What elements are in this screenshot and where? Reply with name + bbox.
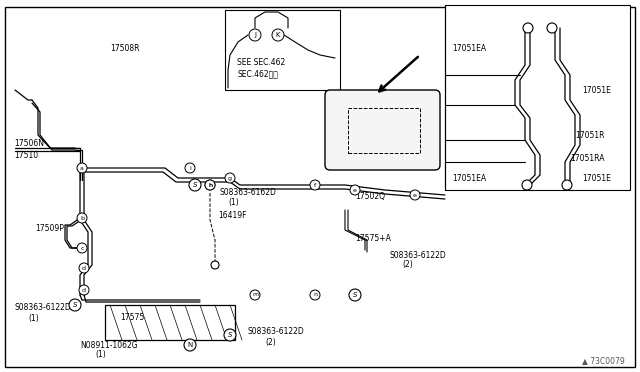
Text: m: m xyxy=(252,292,258,298)
Circle shape xyxy=(249,29,261,41)
Text: 17575+A: 17575+A xyxy=(355,234,391,243)
Circle shape xyxy=(185,163,195,173)
Text: b: b xyxy=(80,215,84,221)
Circle shape xyxy=(184,339,196,351)
Circle shape xyxy=(211,261,219,269)
Text: (1): (1) xyxy=(95,350,106,359)
Circle shape xyxy=(77,163,87,173)
Text: 17510: 17510 xyxy=(14,151,38,160)
Text: S08363-6122D: S08363-6122D xyxy=(14,304,71,312)
Text: d: d xyxy=(82,288,86,292)
Circle shape xyxy=(205,180,215,190)
Circle shape xyxy=(310,180,320,190)
Text: SEC.462参照: SEC.462参照 xyxy=(237,70,278,78)
Circle shape xyxy=(189,179,201,191)
Circle shape xyxy=(349,289,361,301)
Text: e: e xyxy=(413,192,417,198)
Circle shape xyxy=(79,285,89,295)
Bar xyxy=(445,5,630,190)
Text: 17051E: 17051E xyxy=(582,86,611,94)
Text: 16419F: 16419F xyxy=(218,211,246,219)
Text: e: e xyxy=(353,187,357,192)
Circle shape xyxy=(272,29,284,41)
Circle shape xyxy=(350,185,360,195)
Text: 17575: 17575 xyxy=(120,314,144,323)
Text: S08363-6122D: S08363-6122D xyxy=(390,250,447,260)
Text: K: K xyxy=(276,32,280,38)
Text: S: S xyxy=(228,332,232,338)
Circle shape xyxy=(562,180,572,190)
Text: J: J xyxy=(254,32,256,38)
Text: ▲ 73C0079: ▲ 73C0079 xyxy=(582,356,625,365)
Text: a: a xyxy=(80,166,84,170)
Text: f: f xyxy=(314,183,316,187)
Bar xyxy=(105,305,235,340)
Text: S: S xyxy=(73,302,77,308)
Circle shape xyxy=(523,23,533,33)
Text: S08363-6122D: S08363-6122D xyxy=(248,327,305,337)
Circle shape xyxy=(69,299,81,311)
Text: 17051E: 17051E xyxy=(582,173,611,183)
FancyBboxPatch shape xyxy=(325,90,440,170)
Text: (2): (2) xyxy=(265,337,276,346)
Circle shape xyxy=(310,290,320,300)
Text: 17509P: 17509P xyxy=(35,224,64,232)
Circle shape xyxy=(547,23,557,33)
Circle shape xyxy=(410,190,420,200)
Text: h: h xyxy=(208,183,212,187)
Text: 17508R: 17508R xyxy=(110,44,140,52)
Text: S08363-6162D: S08363-6162D xyxy=(220,187,277,196)
Text: N: N xyxy=(188,342,193,348)
Circle shape xyxy=(225,173,235,183)
Text: 17502Q: 17502Q xyxy=(355,192,385,201)
Text: i: i xyxy=(189,166,191,170)
Text: S: S xyxy=(193,182,197,188)
Text: g: g xyxy=(228,176,232,180)
Bar xyxy=(225,10,340,90)
Text: 17051EA: 17051EA xyxy=(452,44,486,52)
Circle shape xyxy=(77,243,87,253)
Text: 17051RA: 17051RA xyxy=(570,154,605,163)
Text: N08911-1062G: N08911-1062G xyxy=(80,340,138,350)
Text: S: S xyxy=(353,292,357,298)
Text: 17506N: 17506N xyxy=(14,138,44,148)
Text: (2): (2) xyxy=(402,260,413,269)
Text: d: d xyxy=(82,266,86,270)
Text: n: n xyxy=(313,292,317,298)
Text: SEE SEC.462: SEE SEC.462 xyxy=(237,58,285,67)
Text: 17051EA: 17051EA xyxy=(452,173,486,183)
Text: (1): (1) xyxy=(228,198,239,206)
Circle shape xyxy=(205,180,215,190)
Circle shape xyxy=(522,180,532,190)
Circle shape xyxy=(250,290,260,300)
Circle shape xyxy=(77,213,87,223)
Text: c: c xyxy=(80,246,84,250)
Circle shape xyxy=(79,263,89,273)
Text: (1): (1) xyxy=(28,314,39,323)
Text: 17051R: 17051R xyxy=(575,131,605,140)
Circle shape xyxy=(224,329,236,341)
Text: h: h xyxy=(208,183,212,187)
Bar xyxy=(348,108,420,153)
